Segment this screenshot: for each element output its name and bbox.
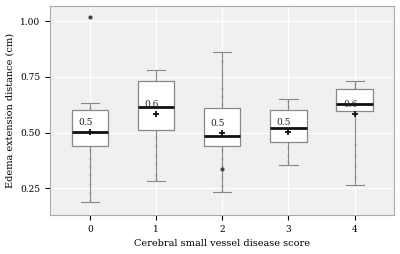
PathPatch shape	[336, 89, 373, 112]
X-axis label: Cerebral small vessel disease score: Cerebral small vessel disease score	[134, 240, 310, 248]
Text: 0.6: 0.6	[343, 100, 357, 109]
PathPatch shape	[72, 110, 108, 146]
PathPatch shape	[138, 81, 174, 131]
PathPatch shape	[270, 110, 307, 141]
Y-axis label: Edema extension distance (cm): Edema extension distance (cm)	[6, 33, 14, 188]
Text: 0.6: 0.6	[144, 100, 158, 109]
Text: 0.5: 0.5	[210, 119, 225, 128]
PathPatch shape	[204, 108, 240, 146]
Text: 0.5: 0.5	[277, 118, 291, 127]
Text: 0.5: 0.5	[78, 118, 92, 127]
